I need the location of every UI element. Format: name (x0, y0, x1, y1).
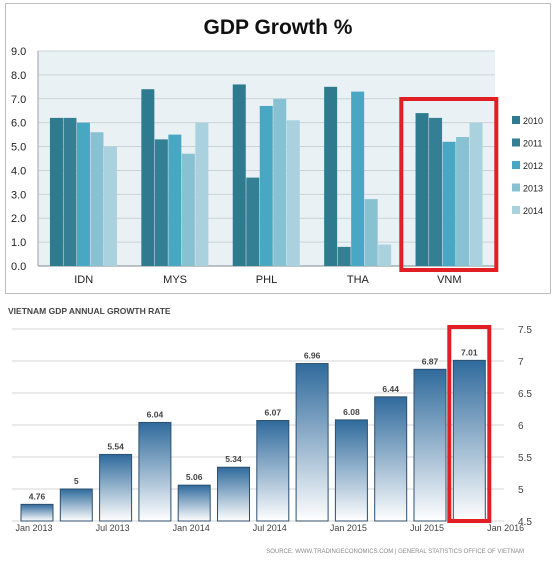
x-tick-label: Jul 2015 (410, 523, 444, 533)
bar (49, 117, 63, 266)
x-tick-label: IDN (74, 274, 93, 286)
x-tick-label: Jan 2013 (15, 523, 52, 533)
y-tick-label: 7.5 (518, 325, 532, 336)
bar (286, 120, 300, 267)
y-tick-label: 2.0 (11, 213, 26, 225)
y-tick-label: 5.0 (11, 142, 26, 154)
x-tick-label: MYS (163, 274, 187, 286)
x-tick-label: VNM (437, 274, 461, 286)
y-tick-label: 9.0 (11, 46, 26, 58)
legend-label: 2010 (523, 116, 543, 126)
bar (63, 117, 77, 266)
y-tick-label: 8.0 (11, 70, 26, 82)
y-tick-label: 4.0 (11, 165, 26, 177)
vietnam-gdp-panel: VIETNAM GDP ANNUAL GROWTH RATE 4.5 5 5.5 6 6.… (0, 297, 554, 570)
gdp-growth-chart: GDP Growth % 0.0 1.0 2.0 3.0 4.0 5.0 6.0 7.0 8.0 9… (11, 16, 543, 286)
bar (141, 89, 155, 266)
x-tick-label: Jan 2014 (173, 523, 210, 533)
gdp-growth-panel: GDP Growth % 0.0 1.0 2.0 3.0 4.0 5.0 6.0 7.0 8.0 9… (5, 3, 551, 294)
bar (168, 134, 182, 266)
bar (429, 117, 443, 266)
y-tick-label: 7 (518, 357, 524, 368)
bar (20, 503, 54, 522)
y-tick-label: 5 (518, 485, 524, 496)
legend-label: 2014 (523, 206, 543, 216)
legend-label: 2013 (523, 184, 543, 194)
bar (415, 113, 429, 266)
bar (324, 86, 338, 266)
bar (351, 91, 365, 266)
bar (469, 122, 483, 267)
legend-swatch (512, 161, 520, 169)
y-tick-label: 4.5 (518, 517, 532, 528)
vietnam-gdp-chart: VIETNAM GDP ANNUAL GROWTH RATE 4.5 5 5.5 6 6.… (8, 306, 532, 555)
y-tick-label: 7.0 (11, 94, 26, 106)
bar (337, 246, 351, 266)
bar (99, 453, 133, 522)
data-label: 5.06 (186, 472, 203, 482)
legend-label: 2012 (523, 161, 543, 171)
bar (442, 141, 456, 266)
bar (195, 122, 209, 267)
bar (295, 363, 329, 522)
legend-swatch (512, 206, 520, 214)
x-tick-label: Jan 2015 (330, 523, 367, 533)
bar (103, 146, 117, 266)
bar (364, 199, 378, 266)
bar (217, 466, 250, 522)
data-label: 6.44 (382, 384, 399, 394)
data-label: 6.87 (422, 356, 439, 366)
data-label: 6.04 (147, 409, 164, 419)
data-label: 5 (74, 476, 79, 486)
bar (456, 137, 470, 266)
chart-title: GDP Growth % (204, 16, 353, 39)
bar (452, 359, 486, 522)
x-tick-label: PHL (256, 274, 277, 286)
legend-swatch (512, 116, 520, 124)
x-tick-label: Jan 2016 (487, 523, 524, 533)
x-tick-label: Jul 2013 (96, 523, 130, 533)
bar (378, 244, 392, 266)
highlight-box (399, 97, 499, 272)
data-label: 6.96 (304, 351, 321, 361)
data-label: 7.01 (461, 347, 478, 357)
legend-swatch (512, 183, 520, 192)
bar (246, 177, 260, 266)
x-tick-label: THA (347, 274, 370, 286)
y-tick-label: 0.0 (11, 261, 26, 273)
source-note: SOURCE: WWW.TRADINGECONOMICS.COM | GENER… (266, 549, 524, 555)
bar (334, 419, 368, 522)
data-label: 5.54 (107, 441, 124, 451)
y-tick-label: 6 (518, 421, 524, 432)
y-tick-label: 3.0 (11, 189, 26, 201)
bar (154, 139, 168, 266)
bar (256, 420, 290, 522)
data-label: 5.34 (225, 454, 242, 464)
bar (273, 98, 287, 267)
y-tick-label: 5.5 (518, 453, 532, 464)
y-tick-label: 6.0 (11, 118, 26, 130)
bar (177, 484, 211, 522)
bar (59, 488, 93, 522)
bar (90, 132, 104, 266)
highlight-box (447, 325, 492, 523)
bar (413, 368, 447, 522)
bar (374, 396, 408, 522)
x-tick-label: Jul 2014 (253, 523, 287, 533)
chart-title: VIETNAM GDP ANNUAL GROWTH RATE (8, 306, 171, 316)
data-label: 6.07 (265, 408, 282, 418)
y-tick-label: 6.5 (518, 389, 532, 400)
bar (76, 122, 90, 267)
bar (181, 153, 195, 266)
bar (138, 421, 172, 522)
bar (259, 105, 273, 266)
y-tick-label: 1.0 (11, 237, 26, 249)
data-label: 6.08 (343, 407, 360, 417)
data-label: 4.76 (29, 491, 46, 501)
bar (232, 84, 246, 266)
legend-swatch (512, 138, 520, 147)
legend-label: 2011 (523, 139, 542, 149)
